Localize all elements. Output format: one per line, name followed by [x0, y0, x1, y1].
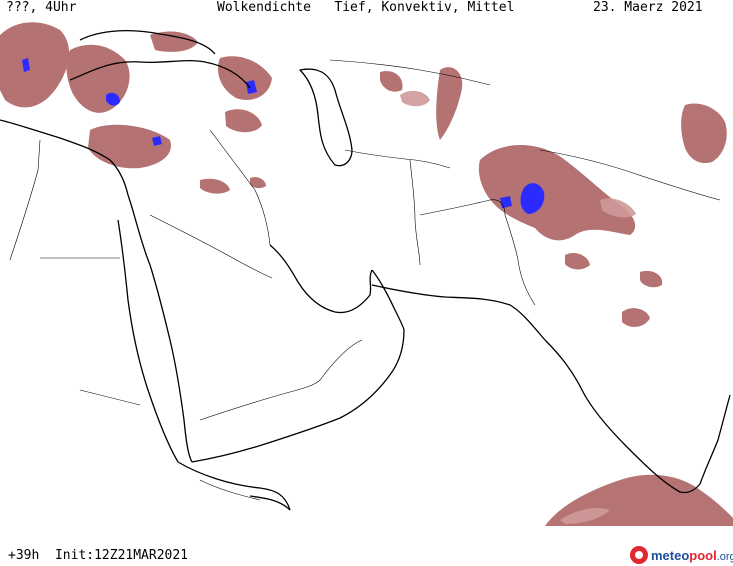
coast-horn-africa: [177, 461, 291, 511]
meteopool-logo: meteopool.org: [630, 544, 733, 566]
coast-caspian: [299, 68, 353, 167]
model-run-info: +39h Init:12Z21MAR2021: [8, 548, 189, 563]
coast-black-sea-north: [79, 29, 216, 55]
meteopool-logo-text: meteopool.org: [651, 548, 733, 563]
coast-india-east: [699, 394, 731, 485]
cloud-patch-central-asia: [380, 71, 403, 92]
cloud-core-kashmir-west: [500, 196, 512, 208]
border-afghan-pakistan: [419, 199, 506, 216]
coast-arabia-south: [191, 329, 405, 463]
logo-text-pool: pool: [689, 547, 717, 563]
coast-oman: [371, 269, 405, 331]
cloud-core-layer: [22, 58, 545, 214]
border-sudan-ethiopia: [79, 389, 141, 406]
cloud-core-kashmir: [520, 183, 545, 214]
border-pakistan-india: [504, 214, 536, 306]
logo-text-org: .org: [716, 550, 733, 563]
cloud-core-turkey: [106, 92, 120, 106]
coast-gulf: [269, 244, 373, 314]
forecast-date: 23. Maerz 2021: [593, 0, 703, 15]
cloud-patch-kashmir: [478, 145, 636, 241]
border-yemen-saudi: [199, 379, 321, 421]
cloud-patch-levant: [88, 124, 171, 169]
cloud-core-caucasus: [246, 80, 257, 94]
cloud-patch-india-east: [640, 270, 663, 288]
cloud-patch-afghan-north: [436, 67, 463, 140]
cloud-edge-caspian: [400, 90, 430, 107]
cloud-edge-himalaya: [600, 198, 636, 218]
forecast-time-label: ???, 4Uhr: [6, 0, 77, 15]
border-saudi-iraq: [149, 214, 273, 279]
cloud-edge-ocean: [560, 508, 610, 524]
cloud-patch-aegean: [150, 31, 198, 52]
coastline-layer: [0, 29, 731, 511]
cloud-patch-iran-north: [225, 109, 262, 133]
map-background: [0, 16, 733, 526]
logo-text-meteo: meteo: [651, 547, 690, 563]
border-turkmenistan: [344, 149, 451, 169]
border-iran-afghan: [409, 159, 421, 266]
coast-india-west: [544, 339, 701, 494]
coast-iran-south: [371, 284, 546, 341]
cloud-light-layer: [400, 90, 636, 524]
map-title: Wolkendichte Tief, Konvektiv, Mittel: [217, 0, 515, 15]
coast-somalia: [249, 495, 291, 511]
cloud-patch-iraq: [200, 178, 230, 194]
cloud-density-map: [0, 16, 733, 526]
border-layer: [9, 59, 721, 501]
meteopool-logo-mark: [630, 546, 648, 564]
cloud-patch-balkans: [0, 22, 70, 108]
cloud-patch-india-west: [565, 253, 590, 270]
cloud-patch-india-central: [622, 308, 650, 327]
border-uzbek-kazakh: [329, 59, 491, 86]
cloud-core-levant: [152, 136, 162, 146]
coast-mediterranean: [0, 119, 129, 196]
cloud-cover-layer: [0, 22, 733, 526]
border-oman-saudi: [319, 339, 363, 381]
border-ethiopia-somalia: [199, 479, 261, 501]
coast-red-sea-west: [117, 219, 179, 463]
cloud-patch-caucasus: [217, 56, 272, 100]
cloud-core-balkans: [22, 58, 30, 72]
border-egypt-libya: [9, 139, 41, 261]
border-china-india: [539, 149, 721, 201]
coast-red-sea-east: [127, 194, 193, 463]
cloud-patch-tibet: [681, 103, 727, 164]
cloud-patch-syria: [250, 177, 266, 189]
coast-black-sea-south: [69, 59, 251, 89]
border-iraq-iran: [209, 129, 271, 246]
